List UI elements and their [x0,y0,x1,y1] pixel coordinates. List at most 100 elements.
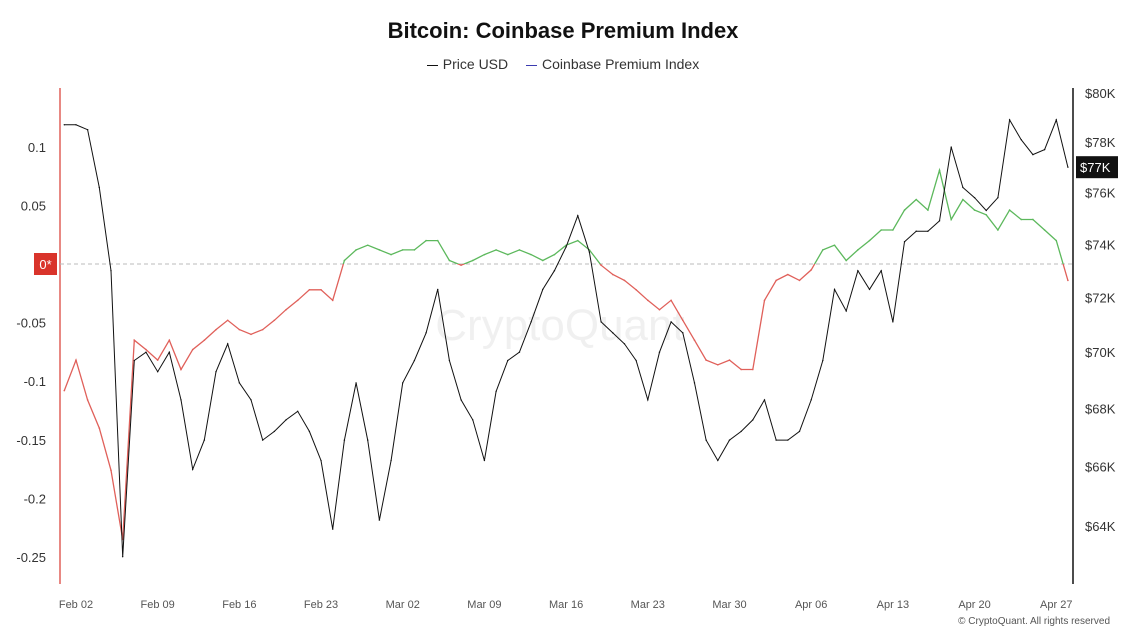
premium-point [343,259,346,262]
price-point [1020,138,1022,141]
premium-point [600,264,602,266]
legend: Price USD Coinbase Premium Index [0,56,1126,72]
premium-point [273,319,276,322]
chart-title: Bitcoin: Coinbase Premium Index [387,18,739,43]
premium-point [168,339,171,341]
price-point [985,209,987,212]
price-point [203,439,206,441]
price-point [775,439,777,441]
premium-point [611,273,614,276]
current-price-badge [1076,156,1118,179]
price-point [437,288,439,291]
price-point [472,419,474,421]
price-point [98,186,101,189]
left-tick-label: 0.05 [21,198,46,213]
premium-line-negative [63,264,1069,540]
premium-point [903,209,906,211]
x-tick-label: Mar 09 [467,599,501,611]
premium-point [355,249,357,251]
price-point [495,390,497,393]
price-point [145,351,147,353]
price-point [343,439,346,441]
right-tick-label: $64K [1085,519,1116,534]
price-point [238,382,241,384]
price-point [962,186,964,189]
price-point [507,359,509,362]
premium-point [623,279,626,282]
premium-point [460,264,462,266]
premium-point [436,239,439,242]
price-point [973,196,976,199]
x-tick-label: Mar 23 [631,599,665,611]
price-point [705,439,707,441]
price-point [75,124,77,126]
left-tick-label: -0.25 [16,550,46,565]
left-tick-label: -0.05 [16,316,46,331]
premium-point [110,469,112,472]
price-point [1008,119,1011,121]
premium-point [798,279,801,282]
premium-point [740,368,742,371]
current-price-label: $77K [1080,160,1111,175]
price-point [191,468,194,471]
premium-point [822,249,824,251]
premium-point [378,249,381,251]
price-point [1032,153,1034,156]
price-point [530,321,532,323]
legend-item-price[interactable]: Price USD [426,56,508,72]
premium-point [962,198,964,201]
price-point [868,288,871,291]
x-tick-label: Mar 30 [712,599,746,611]
price-point [623,343,626,345]
right-tick-label: $80K [1085,86,1116,101]
price-point [226,343,229,345]
premium-point [203,339,206,341]
premium-point [133,339,136,341]
left-tick-label: -0.1 [24,374,46,389]
x-tick-label: Apr 20 [958,599,990,611]
price-point [553,270,556,272]
premium-point [880,229,882,231]
price-point [798,430,801,433]
price-point [297,410,299,413]
price-point [308,430,311,433]
legend-label-premium: Coinbase Premium Index [542,56,700,72]
price-point [110,270,112,272]
right-tick-label: $72K [1085,291,1116,306]
premium-point [705,359,707,361]
price-point [332,528,334,530]
premium-point [145,348,147,351]
premium-point [1067,279,1069,282]
right-tick-label: $68K [1085,401,1116,416]
price-point [822,359,824,362]
legend-item-premium[interactable]: Coinbase Premium Index [526,56,699,72]
premium-point [868,239,871,242]
x-tick-label: Mar 02 [386,599,420,611]
price-point [1043,148,1046,151]
price-point [250,399,252,401]
right-tick-label: $78K [1085,135,1116,150]
premium-point [787,273,789,276]
price-point [518,351,521,353]
price-point [448,359,451,362]
premium-point [845,259,847,262]
premium-point [728,359,731,361]
x-tick-label: Feb 09 [141,599,175,611]
premium-point [483,253,486,256]
premium-point [156,359,159,361]
price-point [833,288,836,291]
premium-point [997,229,999,231]
right-tick-label: $76K [1085,186,1116,201]
premium-point [448,259,451,262]
premium-point [576,239,579,242]
zero-badge-label: 0* [39,257,51,272]
premium-point [857,249,859,251]
x-tick-label: Apr 27 [1040,599,1072,611]
premium-point [985,213,988,216]
price-point [320,459,322,462]
price-point [63,124,65,126]
premium-point [647,299,649,302]
premium-point [682,319,684,322]
premium-point [950,218,953,221]
